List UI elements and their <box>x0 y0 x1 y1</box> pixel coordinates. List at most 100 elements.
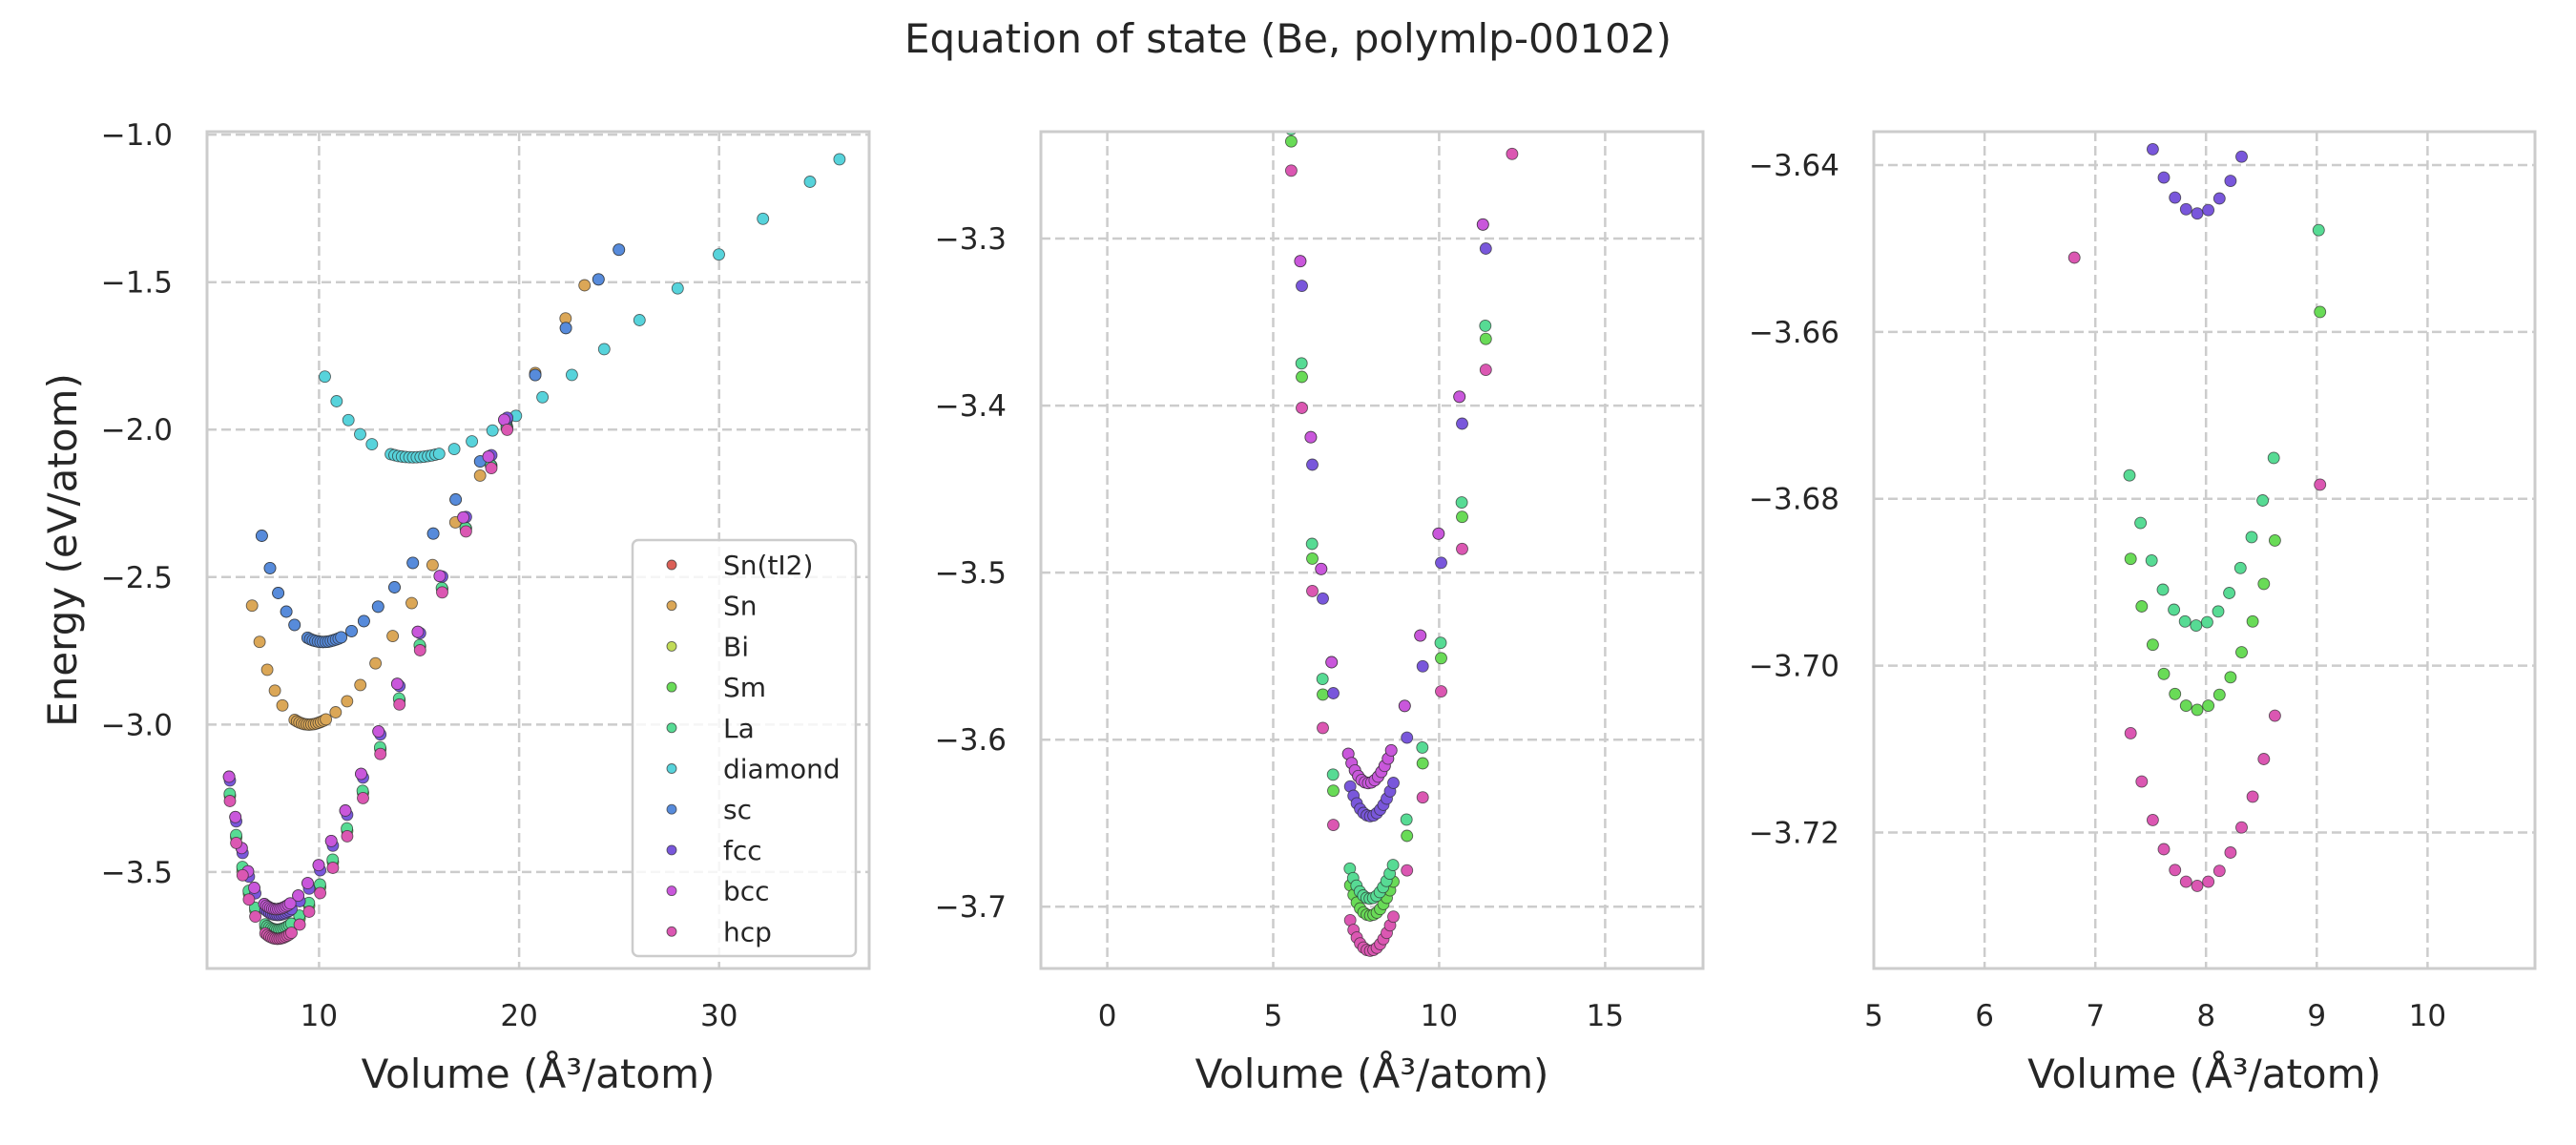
data-point-sc <box>371 600 384 614</box>
data-point-fcc <box>2179 202 2192 216</box>
data-point-la <box>2178 614 2192 628</box>
data-point-la <box>2223 587 2236 599</box>
data-point-hcp <box>242 893 256 906</box>
data-point-la <box>1400 813 1413 826</box>
scatter-points <box>2067 132 2327 892</box>
data-point-hcp <box>249 910 262 924</box>
data-point-diamond <box>713 248 725 261</box>
data-point-hcp <box>314 886 327 900</box>
data-point-hcp <box>230 836 243 849</box>
data-point-bcc <box>355 767 367 781</box>
y-tick-label: −3.66 <box>1749 316 1839 350</box>
legend-label: diamond <box>723 754 841 785</box>
legend-entry: Bi <box>666 631 749 662</box>
data-point-sn <box>578 279 592 292</box>
axes-frame <box>205 130 871 970</box>
data-point-fcc <box>2157 171 2171 184</box>
data-point-sn <box>253 635 266 649</box>
data-point-diamond <box>803 176 817 188</box>
x-axis-label: Volume (Å³/atom) <box>2027 1050 2381 1097</box>
series-hcp <box>2067 251 2327 892</box>
data-point-sn <box>426 558 439 572</box>
data-point-la <box>1416 740 1429 754</box>
data-point-hcp <box>2246 790 2259 803</box>
figure-title: Equation of state (Be, polymlp-00102) <box>904 15 1672 62</box>
data-point-diamond <box>330 395 343 407</box>
data-point-hcp <box>485 462 498 475</box>
data-point-bcc <box>482 450 495 464</box>
data-point-sn <box>260 663 274 677</box>
data-point-sc <box>529 368 542 382</box>
x-tick-label: 15 <box>1587 999 1624 1033</box>
data-point-diamond <box>671 281 684 295</box>
data-point-sm <box>1327 784 1340 798</box>
data-point-diamond <box>365 438 379 451</box>
legend-label: bcc <box>723 876 770 907</box>
data-point-sm <box>1456 510 1468 524</box>
data-point-sn <box>276 698 289 712</box>
y-tick-label: −3.68 <box>1749 483 1839 517</box>
legend-marker-icon <box>666 722 677 734</box>
data-point-bcc <box>248 882 260 894</box>
data-point-hcp <box>1506 147 1519 160</box>
data-point-bcc <box>1476 218 1489 231</box>
data-point-sc <box>357 614 370 628</box>
data-point-bcc <box>222 770 236 783</box>
x-tick-label: 8 <box>2196 999 2215 1033</box>
data-point-sm <box>1479 332 1492 345</box>
data-point-diamond <box>597 343 611 356</box>
data-point-sm <box>2235 646 2248 659</box>
y-tick-label: −1.5 <box>101 266 173 301</box>
y-tick-label: −3.6 <box>935 723 1007 758</box>
data-point-la <box>1295 357 1308 370</box>
data-point-diamond <box>466 435 479 448</box>
series-hcp <box>223 423 514 946</box>
data-point-hcp <box>1327 819 1340 832</box>
legend-entry: bcc <box>666 876 770 907</box>
data-point-sm <box>2246 614 2259 628</box>
x-tick-label: 30 <box>700 999 737 1033</box>
legend-entry: hcp <box>666 916 772 947</box>
data-point-hcp <box>436 586 448 599</box>
legend-label: Bi <box>723 631 749 662</box>
data-point-hcp <box>2169 864 2182 877</box>
data-point-fcc <box>2224 175 2237 188</box>
legend-label: Sm <box>723 672 766 703</box>
data-point-bcc <box>292 889 305 903</box>
x-tick-label: 10 <box>301 999 338 1033</box>
legend-label: hcp <box>723 916 772 947</box>
series-sm <box>2124 305 2327 717</box>
data-point-la <box>2267 451 2280 465</box>
legend-marker-icon <box>666 926 677 937</box>
data-point-sm <box>1296 370 1308 384</box>
data-point-sc <box>280 605 293 618</box>
legend-entry: Sn <box>666 591 758 622</box>
data-point-la <box>2190 619 2203 633</box>
y-tick-label: −1.0 <box>101 118 173 153</box>
data-point-hcp <box>459 525 472 538</box>
data-point-sm <box>2268 533 2281 547</box>
data-point-hcp <box>1456 542 1468 555</box>
data-point-sc <box>255 530 268 542</box>
legend-box <box>631 538 858 958</box>
data-point-la <box>2168 603 2181 616</box>
data-point-hcp <box>2314 478 2327 491</box>
scatter-points <box>1284 132 1519 957</box>
data-point-sm <box>2135 600 2149 613</box>
data-point-la <box>1455 496 1468 510</box>
data-point-bcc <box>301 877 314 890</box>
legend-marker-icon <box>666 844 677 856</box>
data-point-la <box>2245 531 2258 544</box>
series-fcc <box>2146 132 2255 220</box>
data-point-diamond <box>486 424 499 437</box>
data-point-hcp <box>341 829 354 843</box>
data-point-la <box>1386 859 1400 872</box>
data-point-la <box>2134 516 2148 530</box>
axes-frame <box>1039 130 1705 970</box>
legend: Sn(tI2) Sn Bi Sm La diamond sc fcc bcc hcp <box>631 538 858 958</box>
data-point-hcp <box>302 906 316 918</box>
legend-marker-icon <box>666 803 677 815</box>
data-point-bcc <box>457 510 470 524</box>
data-point-hcp <box>326 862 340 874</box>
grid <box>1872 132 2535 968</box>
